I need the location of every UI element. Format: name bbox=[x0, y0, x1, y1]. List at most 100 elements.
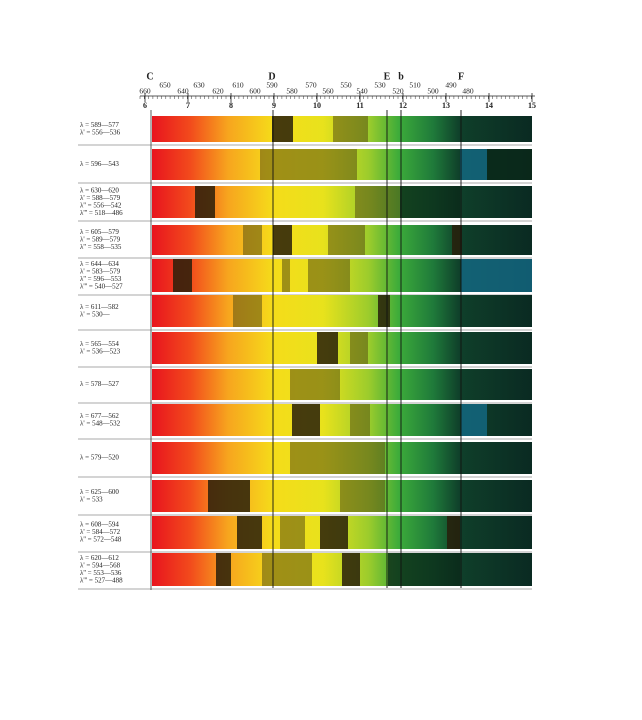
absorption-band bbox=[378, 295, 390, 327]
wavelength-label: 640 bbox=[177, 87, 189, 96]
band-label: λ' = 530— bbox=[80, 310, 111, 318]
absorption-band bbox=[317, 332, 338, 364]
band-label: λ' = 536—523 bbox=[80, 347, 121, 355]
absorption-band bbox=[340, 480, 385, 512]
band-label: λ' = 584—572 bbox=[80, 528, 121, 536]
band-label: λ = 605—579 bbox=[80, 228, 119, 236]
wavelength-label: 660 bbox=[139, 87, 151, 96]
absorption-band bbox=[290, 442, 385, 474]
band-label: λ' = 548—532 bbox=[80, 419, 121, 427]
scale-number: 9 bbox=[272, 101, 276, 110]
fraunhofer-letter: b bbox=[398, 71, 404, 82]
scale-number: 8 bbox=[229, 101, 233, 110]
band-label: λ = 611—582 bbox=[80, 303, 119, 311]
wavelength-label: 560 bbox=[322, 87, 334, 96]
band-label: λ' = 533 bbox=[80, 495, 103, 503]
band-label: λ = 579—520 bbox=[80, 454, 119, 462]
band-label: λ = 630—620 bbox=[80, 186, 119, 194]
scale-number: 7 bbox=[186, 101, 190, 110]
absorption-band bbox=[260, 149, 357, 180]
wavelength-label: 570 bbox=[305, 81, 317, 90]
spectrum-bar bbox=[152, 186, 532, 218]
absorption-band bbox=[282, 259, 290, 292]
scale-number: 14 bbox=[485, 101, 493, 110]
absorption-band bbox=[290, 369, 340, 400]
absorption-band bbox=[273, 225, 292, 255]
absorption-band bbox=[400, 186, 460, 218]
scale-number: 13 bbox=[442, 101, 450, 110]
band-label: λ'' = 556—542 bbox=[80, 201, 122, 209]
band-label: λ' = 594—568 bbox=[80, 561, 121, 569]
absorption-band bbox=[350, 404, 370, 436]
absorption-band bbox=[350, 332, 368, 364]
wavelength-label: 520 bbox=[392, 87, 404, 96]
wavelength-label: 620 bbox=[212, 87, 224, 96]
scale-number: 6 bbox=[143, 101, 147, 110]
wavelength-label: 650 bbox=[159, 81, 171, 90]
wavelength-label: 500 bbox=[427, 87, 439, 96]
spectrum-bar bbox=[152, 295, 532, 327]
band-label: λ = 589—577 bbox=[80, 121, 119, 129]
spectrum-bar bbox=[152, 369, 532, 400]
band-label: λ = 644—634 bbox=[80, 260, 119, 268]
absorption-band bbox=[195, 186, 215, 218]
wavelength-label: 510 bbox=[409, 81, 421, 90]
absorption-band bbox=[208, 480, 250, 512]
reference-lines bbox=[272, 110, 462, 588]
absorption-band bbox=[388, 553, 460, 586]
wavelength-label: 530 bbox=[374, 81, 386, 90]
scale-number: 15 bbox=[528, 101, 536, 110]
band-label: λ = 620—612 bbox=[80, 554, 119, 562]
absorption-band bbox=[233, 295, 262, 327]
band-label: λ = 608—594 bbox=[80, 521, 119, 529]
fraunhofer-letter: E bbox=[384, 71, 391, 82]
band-label: λ' = 583—579 bbox=[80, 267, 121, 275]
wavelength-label: 590 bbox=[266, 81, 278, 90]
wavelength-label: 480 bbox=[462, 87, 474, 96]
wavelength-label: 630 bbox=[193, 81, 205, 90]
absorption-band bbox=[272, 116, 293, 142]
absorption-band bbox=[342, 553, 360, 586]
band-label: λ'' = 558—535 bbox=[80, 243, 122, 251]
absorption-band bbox=[355, 186, 400, 218]
band-label: λ = 625—600 bbox=[80, 488, 119, 496]
absorption-band bbox=[243, 225, 262, 255]
band-label: λ''' = 527—488 bbox=[80, 576, 123, 584]
band-label: λ' = 556—536 bbox=[80, 128, 121, 136]
band-label: λ = 677—562 bbox=[80, 412, 119, 420]
scale-number: 11 bbox=[356, 101, 364, 110]
absorption-band bbox=[460, 149, 487, 180]
band-label: λ' = 589—579 bbox=[80, 236, 121, 244]
spectrum-bar bbox=[152, 332, 532, 364]
fraunhofer-letter: D bbox=[268, 71, 275, 82]
absorption-band bbox=[237, 516, 262, 549]
absorption-band bbox=[320, 516, 348, 549]
scale-number: 10 bbox=[313, 101, 321, 110]
absorption-band bbox=[308, 259, 350, 292]
absorption-band bbox=[262, 553, 312, 586]
wavelength-label: 580 bbox=[286, 87, 298, 96]
band-label: λ'' = 553—536 bbox=[80, 569, 122, 577]
absorption-band bbox=[461, 259, 532, 292]
wavelength-label: 610 bbox=[232, 81, 244, 90]
scale-number: 12 bbox=[399, 101, 407, 110]
absorption-band bbox=[328, 225, 365, 255]
fraunhofer-letter: F bbox=[458, 71, 464, 82]
wavelength-label: 550 bbox=[340, 81, 352, 90]
band-label: λ'' = 572—548 bbox=[80, 536, 122, 544]
absorption-band bbox=[292, 404, 320, 436]
band-label: λ''' = 540—527 bbox=[80, 282, 123, 290]
absorption-band bbox=[280, 516, 305, 549]
absorption-band bbox=[173, 259, 192, 292]
absorption-band bbox=[452, 225, 462, 255]
band-label: λ = 596—543 bbox=[80, 160, 119, 168]
wavelength-label: 540 bbox=[356, 87, 368, 96]
wavelength-label: 490 bbox=[445, 81, 457, 90]
absorption-band bbox=[333, 116, 368, 142]
absorption-band bbox=[461, 404, 487, 436]
band-label: λ' = 588—579 bbox=[80, 194, 121, 202]
wavelength-label: 600 bbox=[249, 87, 261, 96]
absorption-band bbox=[487, 149, 532, 180]
